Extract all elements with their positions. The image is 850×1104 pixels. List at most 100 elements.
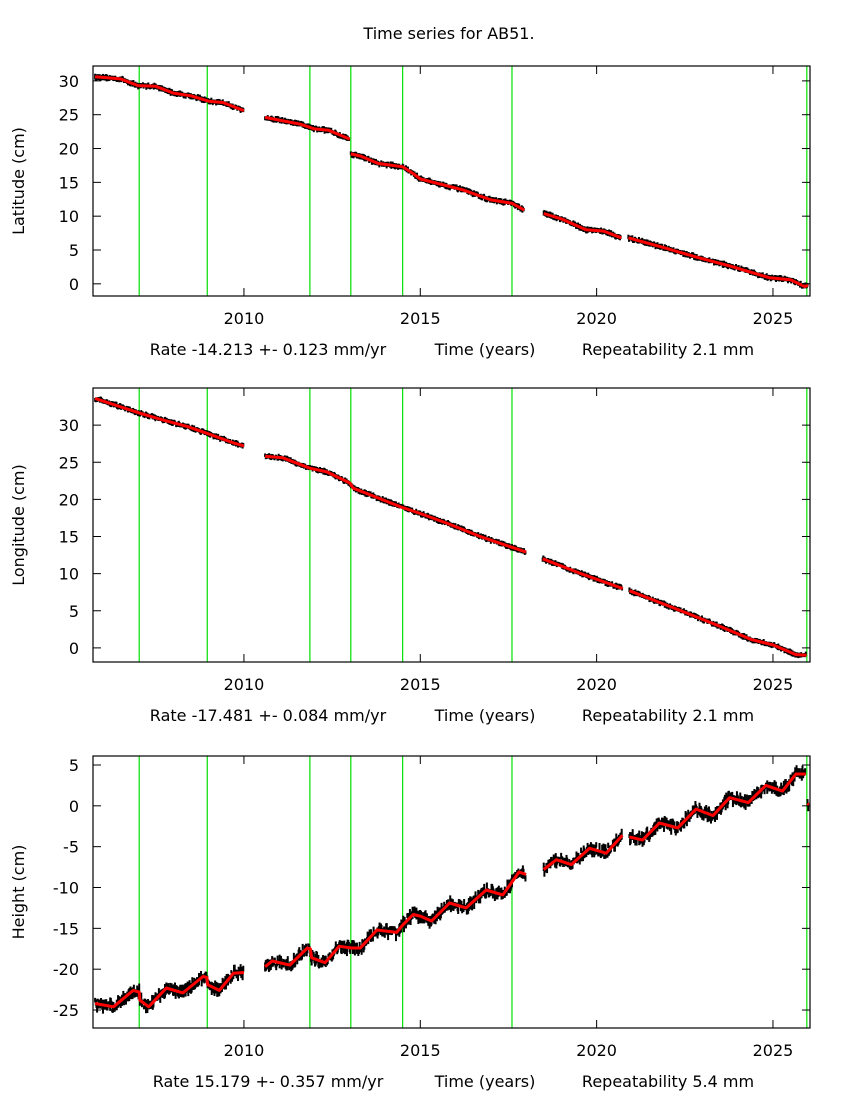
- observation-point: [756, 786, 759, 795]
- observation-point: [603, 854, 606, 859]
- y-tick-label: 10: [59, 207, 79, 226]
- y-tick-label: 30: [59, 416, 79, 435]
- observation-point: [477, 894, 480, 904]
- observation-point: [718, 808, 721, 814]
- y-axis-label: Height (cm): [9, 845, 28, 940]
- observation-point: [578, 859, 581, 865]
- observation-point: [402, 915, 405, 928]
- observation-point: [505, 889, 508, 896]
- observation-point: [340, 949, 343, 955]
- observation-point: [788, 779, 791, 791]
- observation-point: [385, 923, 388, 930]
- x-tick-label: 2010: [224, 675, 265, 694]
- observation-point: [607, 850, 610, 856]
- observation-point: [146, 1005, 149, 1014]
- x-tick-label: 2015: [400, 1041, 441, 1060]
- model-line: [264, 870, 527, 968]
- observation-point: [732, 798, 735, 805]
- observation-point: [164, 990, 167, 995]
- observation-point: [707, 815, 710, 822]
- observation-point: [676, 829, 679, 833]
- observation-point: [292, 952, 295, 964]
- observation-point: [456, 903, 459, 912]
- observation-point: [754, 790, 757, 795]
- observation-point: [693, 256, 696, 260]
- observation-point: [709, 815, 712, 824]
- observation-point: [119, 999, 122, 1009]
- observation-point: [524, 875, 527, 882]
- observation-point: [552, 854, 555, 862]
- observation-point: [167, 983, 170, 988]
- observation-point: [135, 991, 138, 997]
- observation-point: [242, 965, 245, 972]
- observation-point: [688, 816, 691, 822]
- observation-point: [620, 828, 623, 840]
- observation-point: [350, 943, 353, 948]
- x-tick-label: 2020: [576, 1041, 617, 1060]
- x-tick-label: 2025: [753, 1041, 794, 1060]
- y-tick-label: 0: [69, 639, 79, 658]
- observation-point: [560, 852, 563, 859]
- observation-point: [725, 792, 728, 804]
- x-axis-label: Time (years): [434, 340, 536, 359]
- observation-point: [631, 829, 634, 840]
- observation-point: [174, 990, 177, 999]
- observation-point: [707, 806, 710, 813]
- observation-point: [598, 842, 601, 852]
- observation-point: [351, 940, 354, 946]
- observation-point: [239, 964, 242, 976]
- observation-point: [669, 818, 672, 827]
- observation-point: [187, 986, 190, 997]
- observation-point: [595, 842, 598, 848]
- observation-point: [402, 922, 405, 933]
- observation-point: [218, 983, 221, 991]
- observation-point: [284, 960, 287, 965]
- observation-point: [580, 856, 583, 862]
- y-tick-label: 0: [69, 275, 79, 294]
- observation-point: [413, 906, 416, 912]
- model-line: [627, 236, 809, 288]
- observation-point: [301, 943, 304, 950]
- observation-point: [122, 1000, 125, 1006]
- figure-title: Time series for AB51.: [362, 24, 534, 43]
- observation-point: [360, 945, 363, 955]
- observation-point: [548, 859, 551, 865]
- observation-point: [276, 955, 279, 964]
- y-tick-label: -5: [63, 838, 79, 857]
- observation-point: [124, 996, 127, 1005]
- x-tick-label: 2010: [224, 309, 265, 328]
- observation-point: [640, 831, 643, 843]
- observation-point: [339, 940, 342, 948]
- y-tick-label: -15: [53, 919, 79, 938]
- model-line: [806, 802, 811, 806]
- observation-point: [791, 772, 794, 779]
- repeatability-label: Repeatability 2.1 mm: [582, 340, 754, 359]
- model-line: [628, 589, 807, 657]
- repeatability-label: Repeatability 5.4 mm: [582, 1072, 754, 1091]
- observation-point: [408, 909, 411, 921]
- observation-point: [409, 915, 412, 926]
- observation-point: [731, 791, 734, 796]
- observation-point: [763, 785, 766, 795]
- observation-point: [349, 947, 352, 954]
- observation-point: [606, 850, 609, 858]
- observation-point: [189, 95, 192, 100]
- observation-point: [677, 821, 680, 825]
- observation-point: [651, 828, 654, 837]
- plot-frame: [92, 65, 811, 297]
- observation-point: [427, 918, 430, 926]
- observation-point: [210, 97, 213, 102]
- observation-point: [659, 824, 662, 829]
- observation-point: [357, 947, 360, 954]
- observation-point: [801, 765, 804, 775]
- x-tick-label: 2015: [400, 675, 441, 694]
- observation-point: [271, 956, 274, 960]
- y-tick-label: 5: [69, 241, 79, 260]
- observation-point: [655, 818, 658, 827]
- rate-label: Rate 15.179 +- 0.357 mm/yr: [153, 1072, 384, 1091]
- observation-point: [666, 820, 669, 826]
- observation-point: [477, 889, 480, 898]
- observation-point: [804, 768, 807, 775]
- observation-point: [798, 768, 801, 774]
